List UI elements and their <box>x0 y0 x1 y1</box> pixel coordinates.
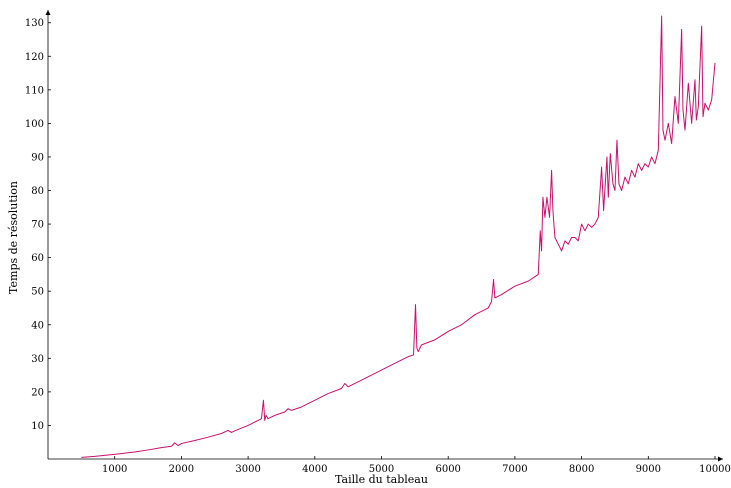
x-tick-label: 3000 <box>235 464 260 475</box>
y-tick-label: 30 <box>31 354 44 365</box>
x-ticks: 1000 2000 3000 4000 5000 6000 7000 8000 9000 1000… <box>102 456 731 475</box>
axes <box>45 10 723 462</box>
y-tick-label: 20 <box>31 387 44 398</box>
x-tick-label: 1000 <box>102 464 127 475</box>
x-axis-label: Taille du tableau <box>335 473 428 486</box>
y-tick-label: 50 <box>31 287 44 298</box>
x-tick-label: 4000 <box>302 464 327 475</box>
y-tick-label: 40 <box>31 320 44 331</box>
x-tick-label: 8000 <box>569 464 594 475</box>
x-tick-label: 7000 <box>502 464 527 475</box>
y-axis-label: Temps de résolution <box>7 181 20 294</box>
y-ticks: 10 20 30 40 50 60 70 80 90 100 110 120 130 <box>25 18 51 432</box>
x-tick-label: 5000 <box>369 464 394 475</box>
y-tick-label: 110 <box>25 85 44 96</box>
plot-area <box>81 15 716 458</box>
y-tick-label: 80 <box>31 186 44 197</box>
y-tick-label: 130 <box>25 18 44 29</box>
y-tick-label: 70 <box>31 220 44 231</box>
y-axis-arrow <box>45 10 51 15</box>
y-tick-label: 90 <box>31 152 44 163</box>
x-tick-label: 6000 <box>435 464 460 475</box>
y-tick-label: 100 <box>25 119 44 130</box>
x-axis-arrow <box>718 456 723 462</box>
x-tick-label: 2000 <box>169 464 194 475</box>
x-tick-label: 9000 <box>636 464 661 475</box>
y-tick-label: 120 <box>25 52 44 63</box>
y-tick-label: 60 <box>31 253 44 264</box>
x-tick-label: 10000 <box>699 464 731 475</box>
series-line <box>81 15 716 458</box>
y-tick-label: 10 <box>31 421 44 432</box>
